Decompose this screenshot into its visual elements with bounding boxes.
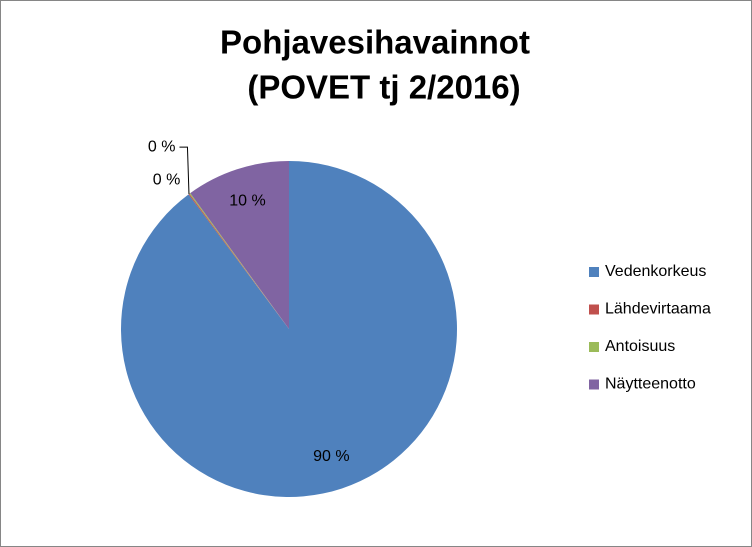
legend-label: Lähdevirtaama	[605, 301, 711, 318]
legend-swatch	[589, 267, 599, 277]
pie-slice	[190, 161, 289, 329]
data-label: 10 %	[229, 192, 265, 209]
legend-label: Antoisuus	[605, 338, 675, 355]
pie-slice	[188, 193, 289, 329]
pie-slice	[189, 193, 289, 329]
legend-label: Vedenkorkeus	[605, 263, 706, 280]
data-label: 0 %	[153, 172, 181, 189]
leader-line	[179, 146, 190, 195]
data-label: 0 %	[148, 138, 176, 155]
legend-swatch	[589, 379, 599, 390]
chart-title: (POVET tj 2/2016)	[247, 69, 520, 106]
data-label: 90 %	[313, 448, 349, 465]
legend-swatch	[589, 342, 599, 352]
chart-title: Pohjavesihavainnot	[220, 24, 530, 61]
legend-label: Näytteenotto	[605, 376, 696, 393]
legend-swatch	[589, 304, 599, 315]
